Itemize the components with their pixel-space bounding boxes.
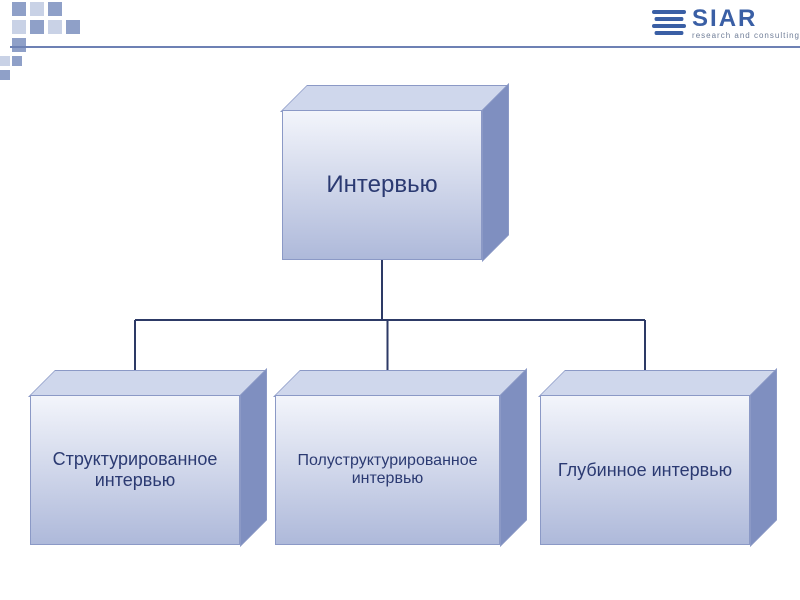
- decoration-square: [12, 38, 26, 52]
- tree-node: Интервью: [282, 85, 507, 260]
- decoration-square: [12, 56, 22, 66]
- decoration-square: [0, 70, 10, 80]
- tree-node: Глубинное интервью: [540, 370, 775, 545]
- logo-word: SIAR: [692, 7, 800, 31]
- tree-node-label: Глубинное интервью: [540, 395, 750, 545]
- tree-node-label: Интервью: [282, 110, 482, 260]
- logo: SIAR research and consulting: [646, 0, 800, 46]
- tree-node: Полуструктурированное интервью: [275, 370, 525, 545]
- decoration-square: [30, 20, 44, 34]
- header-rule: [10, 46, 800, 48]
- decoration-square: [66, 20, 80, 34]
- decoration-square: [0, 56, 10, 66]
- decoration-square: [48, 2, 62, 16]
- logo-tagline: research and consulting: [692, 31, 800, 40]
- swirl-icon: [652, 6, 686, 40]
- decoration-square: [30, 2, 44, 16]
- tree-node-label: Структурированное интервью: [30, 395, 240, 545]
- tree-node-label: Полуструктурированное интервью: [275, 395, 500, 545]
- decoration-square: [12, 2, 26, 16]
- decoration-square: [48, 20, 62, 34]
- tree-node: Структурированное интервью: [30, 370, 265, 545]
- decoration-square: [12, 20, 26, 34]
